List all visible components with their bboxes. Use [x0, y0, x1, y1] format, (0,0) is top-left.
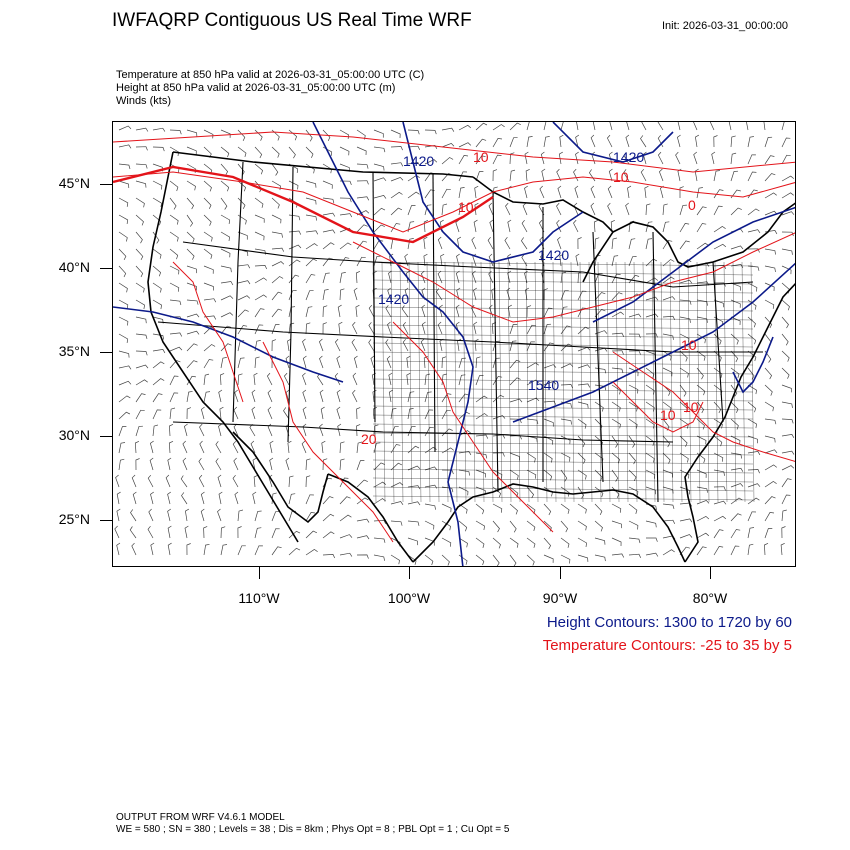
temp-label: 10 [660, 407, 676, 423]
temperature-contours [113, 131, 795, 543]
map-panel: 1420 1420 1420 1420 1540 10 10 10 0 10 1… [112, 121, 796, 567]
temp-label: 20 [361, 431, 377, 447]
temp-label: 10 [683, 399, 699, 415]
lat-label: 35°N [58, 343, 90, 359]
lon-label: 80°W [692, 590, 728, 606]
temperature-contours-legend: Temperature Contours: -25 to 35 by 5 [542, 637, 792, 654]
lat-tick [100, 184, 112, 185]
lon-tick [409, 567, 410, 579]
lon-label: 90°W [542, 590, 578, 606]
lat-tick [100, 268, 112, 269]
county-boundaries [372, 261, 755, 503]
map-canvas: 1420 1420 1420 1420 1540 10 10 10 0 10 1… [113, 122, 795, 566]
height-label: 1540 [528, 377, 559, 393]
footer-config: WE = 580 ; SN = 380 ; Levels = 38 ; Dis … [116, 824, 510, 835]
lat-tick [100, 520, 112, 521]
field-temperature-label: Temperature at 850 hPa valid at 2026-03-… [116, 69, 425, 81]
lat-tick [100, 436, 112, 437]
temperature-contour-labels: 10 10 10 0 10 10 10 20 [361, 149, 699, 447]
field-winds-label: Winds (kts) [116, 95, 171, 107]
temp-label: 10 [613, 169, 629, 185]
footer-model: OUTPUT FROM WRF V4.6.1 MODEL [116, 812, 285, 823]
field-height-label: Height at 850 hPa valid at 2026-03-31_05… [116, 82, 396, 94]
temp-label: 10 [458, 199, 474, 215]
temperature-contour-bold [113, 165, 494, 244]
lon-tick [710, 567, 711, 579]
coastline [147, 151, 795, 563]
height-contours [113, 122, 795, 566]
height-label: 1420 [403, 153, 434, 169]
lat-label: 45°N [58, 175, 90, 191]
temp-label: 10 [681, 337, 697, 353]
lon-tick [560, 567, 561, 579]
lon-tick [259, 567, 260, 579]
temp-label: 0 [688, 197, 696, 213]
height-label: 1420 [613, 149, 644, 165]
lat-tick [100, 352, 112, 353]
lon-label: 100°W [387, 590, 431, 606]
height-label: 1420 [538, 247, 569, 263]
lon-label: 110°W [238, 590, 280, 606]
init-time: Init: 2026-03-31_00:00:00 [662, 20, 788, 32]
height-label: 1420 [378, 291, 409, 307]
height-contours-legend: Height Contours: 1300 to 1720 by 60 [546, 614, 792, 631]
lat-label: 25°N [58, 511, 90, 527]
lat-label: 30°N [58, 427, 90, 443]
height-contour-labels: 1420 1420 1420 1420 1540 [378, 149, 644, 393]
temp-label: 10 [473, 149, 489, 165]
lat-label: 40°N [58, 259, 90, 275]
page-title: IWFAQRP Contiguous US Real Time WRF [112, 10, 472, 31]
